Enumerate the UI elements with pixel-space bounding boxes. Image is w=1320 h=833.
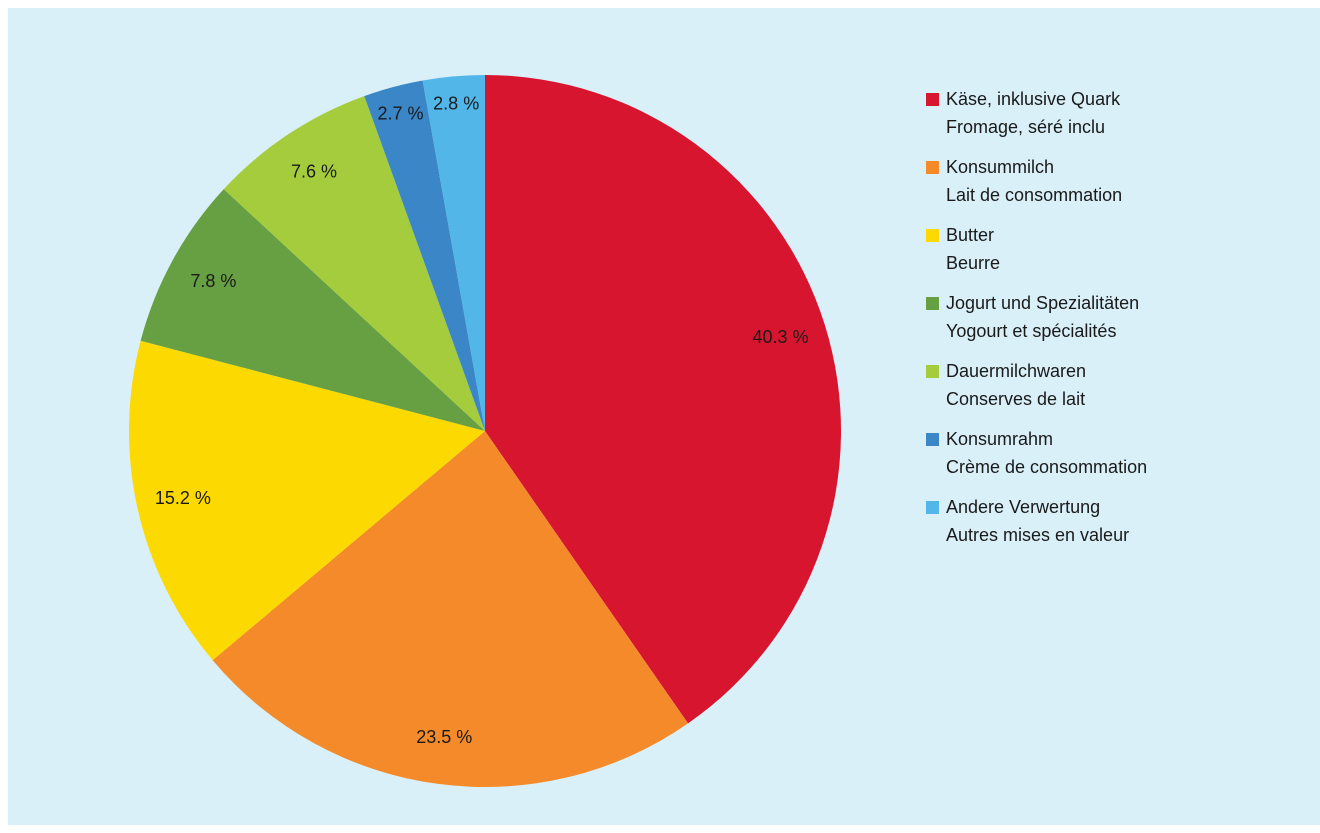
legend-label: Lait de consommation (946, 185, 1122, 205)
legend-label: Konsummilch (946, 157, 1054, 177)
legend-label: Autres mises en valeur (946, 525, 1129, 545)
pie-slice (485, 75, 841, 724)
legend-label: Butter (946, 225, 994, 245)
legend-swatch (926, 229, 939, 242)
slice-label: 7.8 % (190, 271, 236, 291)
legend-label: Jogurt und Spezialitäten (946, 293, 1139, 313)
legend-swatch (926, 501, 939, 514)
legend-label: Beurre (946, 253, 1000, 273)
legend-label: Fromage, séré inclu (946, 117, 1105, 137)
slice-label: 7.6 % (291, 162, 337, 182)
legend-swatch (926, 161, 939, 174)
slice-label: 23.5 % (416, 727, 472, 747)
legend-label: Konsumrahm (946, 429, 1053, 449)
legend-label: Andere Verwertung (946, 497, 1100, 517)
legend-label: Conserves de lait (946, 389, 1085, 409)
pie-slice (364, 80, 485, 431)
legend-label: Crème de consommation (946, 457, 1147, 477)
legend-swatch (926, 433, 939, 446)
legend-label: Dauermilchwaren (946, 361, 1086, 381)
slice-label: 2.8 % (433, 93, 479, 113)
slice-label: 15.2 % (155, 488, 211, 508)
pie-slice (223, 96, 485, 431)
legend-label: Yogourt et spécialités (946, 321, 1116, 341)
pie-slice (212, 431, 689, 787)
pie-slice (129, 340, 485, 661)
legend-swatch (926, 365, 939, 378)
pie-slice (140, 189, 485, 431)
pie-slice (422, 75, 485, 431)
slice-label: 2.7 % (377, 103, 423, 123)
legend-swatch (926, 93, 939, 106)
slice-label: 40.3 % (753, 327, 809, 347)
legend-swatch (926, 297, 939, 310)
legend-label: Käse, inklusive Quark (946, 89, 1121, 109)
